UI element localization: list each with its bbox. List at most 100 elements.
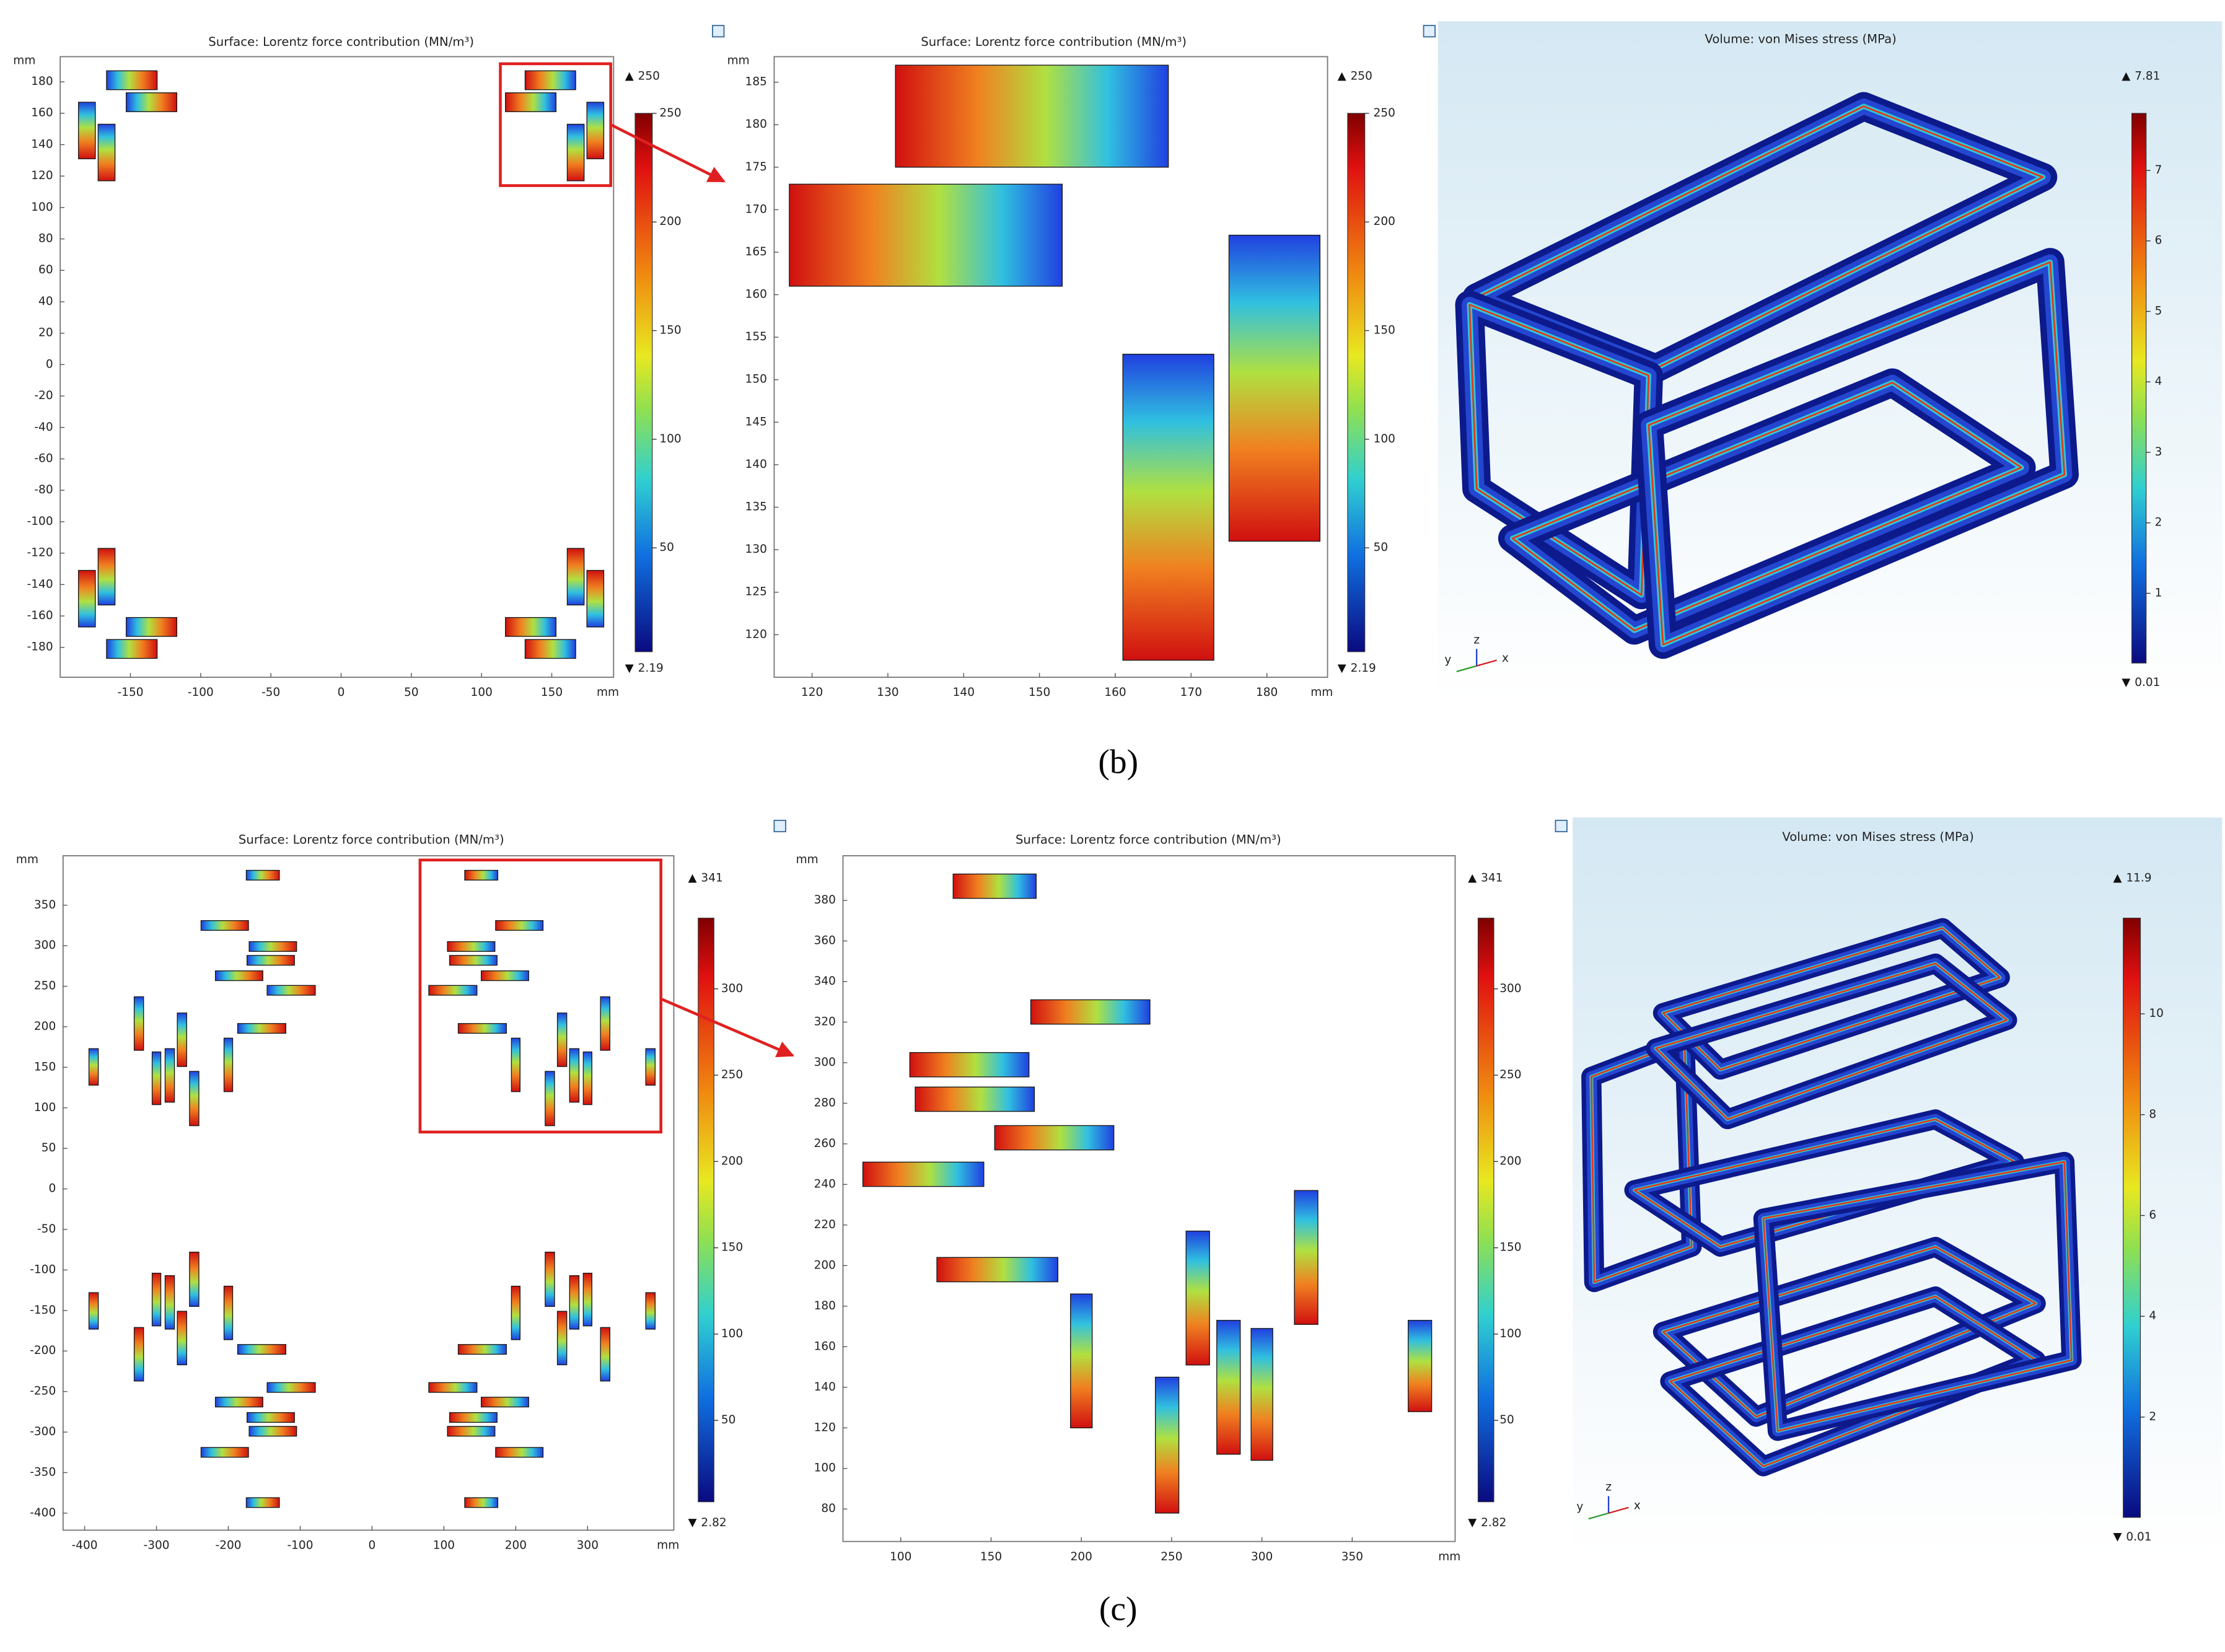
chart-title: Volume: von Mises stress (MPa) [1705, 32, 1896, 46]
coil [248, 941, 297, 952]
triad-label: z [1473, 634, 1480, 647]
y-tick-label: -50 [37, 1223, 56, 1236]
y-tick-label: 135 [745, 501, 767, 514]
coil [566, 548, 585, 605]
colorbar-tick-label: 4 [2155, 375, 2162, 388]
y-tick-label: 180 [31, 75, 53, 88]
coil [246, 955, 295, 966]
coil [569, 1275, 580, 1330]
coil [246, 1412, 295, 1423]
chart-title: Volume: von Mises stress (MPa) [1782, 830, 1973, 844]
y-tick-label: 120 [814, 1421, 836, 1434]
coil [189, 1071, 200, 1127]
coil [248, 1426, 297, 1437]
coil [1070, 1293, 1093, 1428]
colorbar-tick-label: 100 [1499, 1327, 1521, 1340]
coil [524, 639, 576, 659]
coil [447, 941, 496, 952]
coil [245, 1497, 280, 1508]
y-tick-label: 140 [31, 138, 53, 151]
chart-title: Surface: Lorentz force contribution (MN/… [1016, 832, 1281, 846]
coil [481, 970, 529, 982]
coil [1185, 1231, 1210, 1366]
triad-label: y [1444, 654, 1451, 667]
colorbar-tick-label: 200 [1499, 1154, 1521, 1167]
coil-stress-peak [1648, 261, 2066, 646]
coil [189, 1251, 200, 1307]
y-tick-label: 20 [38, 327, 53, 340]
coil [645, 1048, 656, 1086]
colorbar-max-label: 11.9 [2126, 872, 2151, 885]
x-tick-label: 100 [890, 1550, 911, 1563]
coil [600, 1327, 610, 1382]
y-tick-label: -300 [30, 1425, 56, 1438]
y-tick-label: 50 [42, 1141, 56, 1154]
colorbar-tick-label: 6 [2155, 234, 2162, 247]
y-tick-label: 140 [814, 1381, 836, 1394]
coil [909, 1052, 1030, 1078]
colorbar-tick-label: 200 [721, 1154, 743, 1167]
colorbar-min-label: 2.19 [1351, 662, 1376, 675]
coil [245, 869, 280, 881]
colorbar-tick-label: 50 [1499, 1413, 1514, 1426]
panels: Surface: Lorentz force contribution (MN/… [13, 21, 2223, 1563]
x-tick-label: -300 [144, 1539, 170, 1552]
x-tick-label: 150 [1029, 686, 1050, 699]
x-tick-label: 200 [1071, 1550, 1092, 1563]
y-tick-label: 160 [31, 107, 53, 120]
plot-area [842, 855, 1456, 1542]
coil [214, 1397, 263, 1408]
coil [266, 985, 316, 996]
y-tick-label: 185 [745, 76, 767, 89]
coil [952, 873, 1037, 899]
x-tick-label: 170 [1180, 686, 1202, 699]
coil [223, 1037, 234, 1092]
coil [177, 1013, 187, 1067]
min-marker [688, 1519, 697, 1527]
x-tick-label: 300 [1251, 1550, 1273, 1563]
coil [505, 617, 557, 637]
coil-stress-peak [1662, 1246, 2037, 1418]
x-tick-label: -200 [216, 1539, 242, 1552]
coil [505, 92, 557, 112]
y-tick-label: 340 [814, 975, 836, 988]
colorbar-max-label: 7.81 [2135, 70, 2160, 83]
y-tick-label: -140 [27, 578, 53, 591]
coil [569, 1048, 580, 1103]
max-marker [625, 72, 634, 81]
y-tick-label: -250 [30, 1385, 56, 1398]
coil [457, 1023, 507, 1034]
coil [545, 1251, 555, 1307]
coil [1294, 1190, 1319, 1325]
y-tick-label: -200 [30, 1344, 56, 1357]
coil [1216, 1320, 1241, 1455]
colorbar [2131, 113, 2147, 664]
coil [1228, 234, 1321, 542]
view-icon [712, 25, 725, 38]
coil [545, 1071, 555, 1127]
x-unit: mm [657, 1539, 679, 1552]
zoom-arrow [660, 997, 795, 1058]
colorbar-tick-label: 150 [721, 1241, 743, 1254]
coil [126, 92, 178, 112]
y-tick-label: 100 [31, 201, 53, 214]
coil [556, 1311, 568, 1366]
y-tick-label: -80 [34, 483, 53, 496]
max-marker [688, 874, 697, 883]
coil [237, 1344, 286, 1355]
coil-stress-peak [1655, 962, 2008, 1120]
x-tick-label: 250 [1161, 1550, 1182, 1563]
coil [936, 1257, 1059, 1283]
y-tick-label: 80 [38, 232, 53, 245]
colorbar-min-label: 2.82 [701, 1516, 726, 1529]
y-tick-label: 100 [34, 1101, 56, 1114]
y-tick-label: 120 [745, 628, 767, 641]
x-tick-label: 300 [577, 1539, 599, 1552]
coil [1030, 999, 1151, 1025]
y-tick-label: -400 [30, 1506, 56, 1519]
coil [994, 1125, 1115, 1151]
y-tick-label: 160 [814, 1340, 836, 1353]
coil [862, 1161, 985, 1187]
coil [237, 1023, 286, 1034]
y-tick-label: 0 [46, 358, 53, 371]
